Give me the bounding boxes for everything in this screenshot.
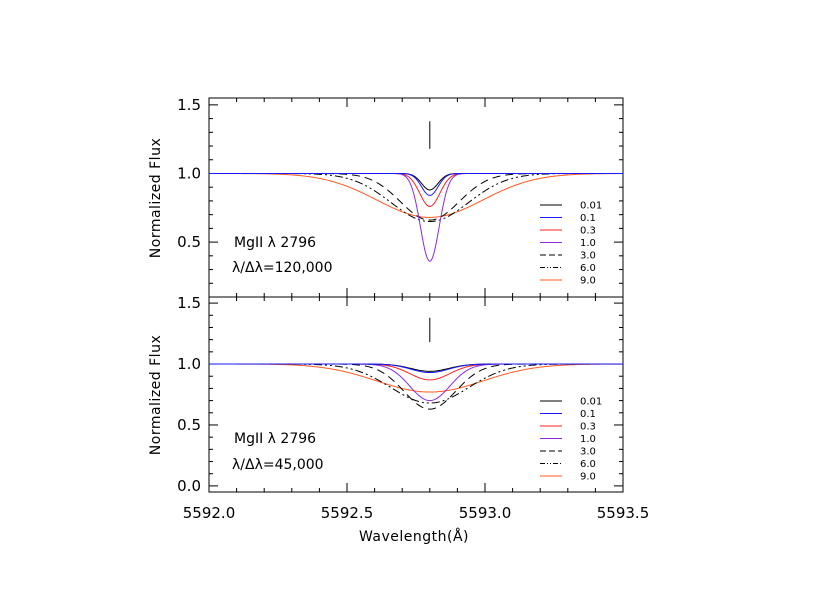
bottom-series-0_1 — [209, 363, 623, 374]
bottom-ytick-label: 1.5 — [177, 294, 201, 312]
top-legend: 0.010.1 0.31.0 3.06.0 9.0 — [540, 201, 602, 287]
top-panel: 0.5 1.0 1.5 Normalized Flux MgII λ 2796 λ/… — [148, 96, 624, 298]
xtick-label: 5592.0 — [183, 504, 236, 522]
bottom-legend-label: 3.0 — [580, 447, 596, 458]
top-annotation-resolution: λ/Δλ=120,000 — [232, 260, 333, 276]
bottom-plot-frame — [208, 296, 624, 493]
top-series-6_0 — [209, 172, 623, 223]
bottom-ytick-labels: 0.0 0.5 1.0 1.5 — [177, 294, 201, 495]
top-ytick-label: 1.5 — [177, 96, 201, 114]
xtick-label: 5592.5 — [321, 504, 374, 522]
top-series-0_1 — [209, 172, 623, 196]
top-legend-label: 9.0 — [580, 276, 596, 287]
bottom-legend-label: 0.3 — [580, 422, 596, 433]
bottom-legend: 0.010.1 0.31.0 3.06.0 9.0 — [540, 397, 602, 483]
bottom-annotation-resolution: λ/Δλ=45,000 — [232, 457, 324, 473]
top-ytick-label: 1.0 — [177, 164, 201, 182]
xtick-label: 5593.0 — [459, 504, 512, 522]
bottom-series-9_0 — [209, 363, 623, 393]
bottom-legend-label: 1.0 — [580, 434, 596, 445]
top-legend-label: 0.3 — [580, 226, 596, 237]
bottom-ytick-label: 0.0 — [177, 477, 201, 495]
top-curves — [209, 121, 623, 262]
bottom-xtick-labels: 5592.0 5592.5 5593.0 5593.5 — [183, 504, 650, 522]
top-ytick-label: 0.5 — [177, 233, 201, 251]
bottom-ytick-label: 0.5 — [177, 416, 201, 434]
top-series-3_0 — [209, 172, 623, 221]
bottom-series-0_3 — [209, 363, 623, 381]
top-legend-label: 0.01 — [580, 201, 602, 212]
top-legend-label: 6.0 — [580, 263, 596, 274]
top-legend-label: 1.0 — [580, 238, 596, 249]
top-legend-label: 0.1 — [580, 213, 596, 224]
top-ylabel: Normalized Flux — [148, 138, 164, 258]
bottom-curves — [209, 317, 623, 410]
bottom-legend-label: 9.0 — [580, 472, 596, 483]
bottom-panel: 0.0 0.5 1.0 1.5 5592.0 5592.5 5593.0 5593.5 No… — [148, 294, 649, 545]
top-ticks — [208, 98, 624, 298]
bottom-annotation-line: MgII λ 2796 — [234, 431, 316, 447]
xlabel: Wavelength(Å) — [359, 528, 469, 545]
bottom-legend-label: 0.1 — [580, 409, 596, 420]
top-series-9_0 — [209, 172, 623, 218]
xtick-label: 5593.5 — [597, 504, 650, 522]
top-annotation-line: MgII λ 2796 — [234, 235, 316, 251]
bottom-legend-label: 0.01 — [580, 397, 602, 408]
bottom-ylabel: Normalized Flux — [148, 335, 164, 455]
bottom-ytick-label: 1.0 — [177, 355, 201, 373]
bottom-legend-label: 6.0 — [580, 459, 596, 470]
bottom-ticks — [208, 297, 624, 492]
top-ytick-labels: 0.5 1.0 1.5 — [177, 96, 201, 251]
top-legend-label: 3.0 — [580, 251, 596, 262]
